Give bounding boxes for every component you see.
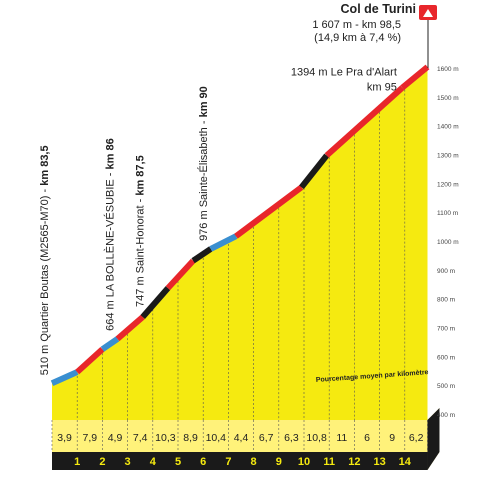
percentage-label: 6 [364,432,370,444]
climb-annotation: 510 m Quartier Boutas (M2565-M70) - km 8… [39,145,51,375]
profile-segment-blue [100,336,120,352]
summit-climb-stats: (14,9 km à 7,4 %) [314,32,401,44]
km-label: 13 [373,456,385,468]
percentage-label: 10,8 [306,432,327,444]
annotation-place: 976 m Sainte-Élisabeth - [197,117,210,241]
annotation-place: 510 m Quartier Boutas (M2565-M70) - [39,186,51,376]
annotation-place: 664 m LA BOLLÈNE-VÉSUBIE - [104,169,117,330]
profile-segment-black [191,246,213,264]
y-tick-label: 400 m [437,412,455,419]
percentage-label: 10,4 [206,432,227,444]
profile-segment-blue [209,233,238,252]
y-tick-label: 1600 m [437,66,459,73]
percentage-label: 7,9 [82,432,97,444]
climb-annotation: 1394 m Le Pra d'Alart [291,66,397,78]
km-label: 8 [251,456,257,468]
km-label: 10 [298,456,310,468]
profile-segment-black [140,286,171,319]
y-tick-label: 1000 m [437,239,459,246]
percentage-label: 10,3 [155,432,176,444]
profile-fill [52,67,428,420]
mountain-icon [423,9,433,17]
percentage-label: 6,7 [259,432,274,444]
km-label: 12 [348,456,360,468]
summit-title: Col de Turini [341,2,416,16]
km-label: 3 [125,456,131,468]
profile-segment-black [299,153,330,190]
grid-lines [76,89,406,420]
km-label: 2 [99,456,105,468]
y-tick-label: 1200 m [437,181,459,188]
percentage-label: 9 [389,432,395,444]
km-label: 7 [225,456,231,468]
profile-segment-blue [50,369,79,387]
percentage-label: 4,4 [234,432,249,444]
profile-segment-red [75,347,105,375]
y-tick-label: 600 m [437,354,455,361]
percentage-labels: 3,9 7,9 4,9 7,4 10,3 8,9 10,4 4,4 6,7 6,3 10,8 11 6 9… [57,432,423,444]
y-tick-label: 500 m [437,383,455,390]
y-tick-label: 900 m [437,268,455,275]
base-side [427,408,440,470]
profile-segment-red [400,64,430,91]
percentage-label: 7,4 [133,432,148,444]
profile-segment-red [324,85,405,158]
summit: Col de Turini 1 607 m - km 98,5 (14,9 km… [312,2,437,68]
annotation-km: km 95 [367,81,397,93]
y-tick-label: 800 m [437,297,455,304]
summit-elevation: 1 607 m - km 98,5 [312,19,401,31]
profile-segment-red [165,258,196,291]
km-label: 11 [323,456,335,468]
annotation-km: km 83,5 [39,145,51,185]
profile-area [52,67,428,420]
annotations: 510 m Quartier Boutas (M2565-M70) - km 8… [39,66,397,375]
percentage-label: 11 [336,432,347,444]
base-strip [51,408,440,470]
y-tick-label: 1400 m [437,124,459,131]
km-labels: 1 2 3 4 5 6 7 8 9 10 11 12 13 14 [74,456,412,468]
annotation-place: 747 m Saint-Honorat - [135,196,147,307]
y-tick-label: 700 m [437,326,455,333]
climb-annotation: 976 m Sainte-Élisabeth - km 90 [197,86,210,241]
profile-line [50,64,430,387]
annotation-km: km 90 [198,86,210,117]
climb-annotation: 664 m LA BOLLÈNE-VÉSUBIE - km 86 [104,138,117,331]
y-tick-label: 1300 m [437,153,459,160]
percentage-label: 3,9 [57,432,72,444]
km-label: 1 [74,456,80,468]
km-strip [52,452,428,470]
profile-segment-red [234,184,304,239]
percentage-label: 4,9 [108,432,123,444]
annotation-km: km 87,5 [135,155,147,195]
km-label: 14 [399,456,412,468]
km-label: 9 [276,456,282,468]
percentage-label: 6,3 [284,432,299,444]
profile-segment-red [115,314,145,342]
percentage-label: 6,2 [409,432,424,444]
climb-annotation: 747 m Saint-Honorat - km 87,5 [135,155,147,307]
km-label: 6 [200,456,206,468]
percentage-label: 8,9 [183,432,198,444]
y-axis-ticks: 400 m 500 m 600 m 700 m 800 m 900 m 1000 m 1100… [437,66,459,419]
y-tick-label: 1100 m [437,210,458,217]
y-tick-label: 1500 m [437,95,459,102]
annotation-km: km 86 [105,138,117,169]
km-label: 5 [175,456,181,468]
km-label: 4 [150,456,157,468]
